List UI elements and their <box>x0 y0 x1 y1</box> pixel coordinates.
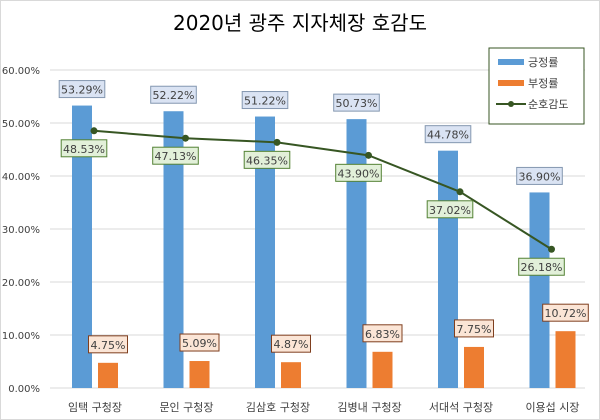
data-label-positive-box <box>516 166 563 185</box>
line-marker <box>365 151 372 159</box>
data-label-negative-box <box>88 335 128 354</box>
data-label-net: 47.13% <box>155 150 197 163</box>
data-label-positive: 36.90% <box>519 170 561 183</box>
y-tick-label: 20.00% <box>2 278 40 289</box>
bar-positive <box>163 111 184 388</box>
legend-swatch <box>498 59 524 65</box>
x-tick-label: 문인 구청장 <box>159 401 213 414</box>
y-tick-label: 60.00% <box>2 66 40 77</box>
data-label-net-box <box>243 150 291 169</box>
data-label-positive: 44.78% <box>427 129 469 142</box>
bar-negative <box>372 351 393 388</box>
data-label-net: 46.35% <box>246 154 288 167</box>
bar-negative <box>98 362 118 388</box>
y-tick-label: 10.00% <box>2 331 40 342</box>
data-label-positive: 53.29% <box>61 84 103 97</box>
legend-label: 순호감도 <box>528 98 568 111</box>
legend-label: 긍정률 <box>528 56 558 69</box>
bar-positive <box>529 192 550 388</box>
data-label-net: 43.90% <box>338 167 380 180</box>
bar-positive <box>255 116 275 388</box>
chart-title: 2020년 광주 지자체장 호감도 <box>173 11 427 35</box>
data-label-negative-box <box>542 303 589 322</box>
bar-negative <box>281 362 301 388</box>
x-tick-label: 임택 구청장 <box>68 401 122 414</box>
data-label-negative: 6.83% <box>365 328 400 341</box>
data-label-positive: 50.73% <box>336 97 378 110</box>
data-label-positive-box <box>333 93 380 112</box>
x-tick-label: 이용섭 시장 <box>525 401 579 414</box>
line-marker <box>182 134 189 142</box>
data-label-negative: 7.75% <box>457 323 492 336</box>
bar-negative <box>555 331 576 388</box>
data-label-negative-box <box>362 324 403 343</box>
data-label-net-box <box>426 200 474 219</box>
data-label-positive-box <box>58 80 106 99</box>
data-label-negative: 10.72% <box>545 307 587 320</box>
line-marker <box>548 245 555 253</box>
data-label-net: 26.18% <box>521 261 563 274</box>
y-tick-label: 40.00% <box>2 172 40 183</box>
bar-positive <box>72 105 92 389</box>
legend-label: 부정률 <box>528 77 558 90</box>
legend-marker <box>508 101 514 107</box>
data-label-negative: 5.09% <box>182 337 217 350</box>
data-label-positive: 52.22% <box>153 89 195 102</box>
legend-swatch <box>498 80 524 86</box>
data-label-net-box <box>518 257 565 276</box>
data-label-positive-box <box>150 85 197 104</box>
line-marker <box>90 127 98 135</box>
data-label-net-box <box>60 139 108 158</box>
bar-negative <box>464 346 484 388</box>
data-label-positive-box <box>241 91 289 110</box>
data-label-negative-box <box>179 333 220 352</box>
line-net-favorability <box>93 129 553 251</box>
bar-positive <box>346 119 367 389</box>
line-marker <box>273 138 281 146</box>
data-label-net: 37.02% <box>429 204 471 217</box>
x-tick-label: 서대석 구청장 <box>429 401 493 414</box>
bar-negative <box>189 361 210 388</box>
data-label-negative: 4.87% <box>274 338 309 351</box>
data-label-net-box <box>152 146 199 165</box>
data-label-negative-box <box>454 319 494 338</box>
x-tick-label: 김병내 구청장 <box>337 401 401 414</box>
y-tick-label: 50.00% <box>2 119 40 130</box>
data-label-positive: 51.22% <box>244 95 286 108</box>
data-label-positive-box <box>424 125 472 144</box>
data-label-net: 48.53% <box>63 143 105 156</box>
data-label-net-box <box>335 163 382 182</box>
x-tick-label: 김삼호 구청장 <box>246 401 310 414</box>
data-label-negative: 4.75% <box>91 339 126 352</box>
y-tick-label: 0.00% <box>8 384 40 395</box>
y-tick-label: 30.00% <box>2 225 40 236</box>
line-marker <box>456 188 464 196</box>
data-label-negative-box <box>271 334 311 353</box>
